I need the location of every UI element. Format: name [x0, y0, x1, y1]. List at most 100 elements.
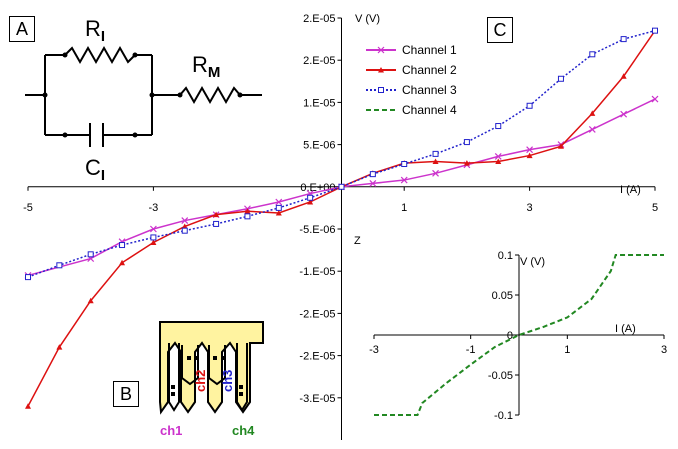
main-series-1-point [369, 179, 377, 187]
inset-axes: -3 -1 1 3 0.1 0.05 0 -0.05 -0.1 [369, 250, 667, 422]
main-y-tick-label: -3.E-05 [299, 393, 335, 405]
main-series-2-point [25, 403, 31, 409]
inset-x-tick-label: -1 [466, 344, 476, 356]
inset-series-group [374, 254, 664, 416]
panel-label-c: C [487, 17, 513, 43]
label-ci: CI [85, 155, 105, 184]
chip-label-ch1: ch1 [160, 423, 182, 438]
main-series-3-point [432, 150, 439, 157]
main-series-3-point [401, 161, 408, 168]
inset-x-tick-label: 3 [661, 344, 667, 356]
main-series-2-point [589, 110, 596, 116]
main-series-3-point [620, 36, 627, 43]
main-series-2-point [526, 152, 533, 159]
main-series-1-point [588, 125, 596, 133]
inset-x-tick-label: 1 [564, 344, 570, 356]
main-series-group [24, 27, 659, 409]
main-series-line-1 [27, 98, 656, 277]
y-axis-label: V (V) [355, 13, 380, 25]
main-y-tick-label: -2.E-05 [299, 351, 335, 363]
panel-label-b: B [113, 381, 139, 407]
main-series-1-point [149, 225, 157, 233]
main-series-2-point [150, 239, 157, 246]
main-series-1-point [400, 176, 408, 184]
legend-marker-3 [378, 87, 384, 93]
label-rm: RM [192, 52, 220, 81]
legend-label-3: Channel 3 [402, 83, 457, 97]
main-series-1-point [494, 152, 502, 160]
main-x-tick-label: -3 [149, 202, 159, 214]
inset-y-tick-label: 0 [507, 330, 513, 342]
main-series-1-point [275, 198, 283, 206]
main-y-tick-label: 2.E-05 [303, 55, 335, 67]
main-y-tick-label: -1.E-05 [299, 266, 335, 278]
main-series-3-point [369, 171, 376, 178]
z-label: Z [354, 235, 361, 247]
main-y-tick-label: 1.E-05 [303, 97, 335, 109]
legend-label-4: Channel 4 [402, 103, 457, 117]
main-series-2-point [213, 211, 220, 218]
main-series-2-point [307, 198, 314, 205]
main-series-3-point [526, 102, 533, 109]
main-series-3-point [244, 213, 251, 220]
main-series-2-point [275, 209, 282, 216]
main-x-tick-label: 5 [652, 202, 658, 214]
main-series-2-point [244, 208, 251, 214]
main-series-line-3 [27, 29, 656, 278]
main-series-3-point [495, 123, 502, 130]
chip-label-ch3: ch3 [220, 370, 235, 392]
main-series-3-point [119, 242, 126, 249]
chip-label-ch2: ch2 [193, 370, 208, 392]
main-series-3-point [557, 75, 564, 82]
main-series-3-point [307, 194, 314, 201]
main-y-tick-label: 5.E-06 [303, 140, 335, 152]
main-series-3-point [150, 234, 157, 241]
electrode-chip [159, 321, 264, 415]
circuit-wires [25, 54, 262, 136]
inset-chart: -3 -1 1 3 0.1 0.05 0 -0.05 -0.1 I (A) V (V) [369, 250, 667, 422]
inset-y-tick-label: -0.05 [488, 370, 513, 382]
main-series-2-point [463, 160, 470, 166]
main-series-1-point [651, 95, 659, 103]
panel-label-a: A [9, 16, 35, 42]
x-axis-label: I (A) [620, 184, 641, 196]
main-series-2-point [620, 73, 627, 79]
main-series-2-point [557, 143, 564, 149]
main-series-2-point [495, 158, 502, 164]
main-series-1-point [181, 217, 189, 224]
inset-y-tick-label: 0.05 [492, 290, 513, 302]
main-y-tick-label: -2.E-05 [299, 308, 335, 320]
main-axes: -5 -3 1 3 5 2.E-05 2.E-05 1.E-05 5.E-06 0.E+00 -5.… [23, 13, 658, 440]
label-ri: RI [85, 16, 105, 45]
main-x-tick-label: 1 [401, 202, 407, 214]
main-series-3-point [25, 274, 31, 281]
legend-marker-2 [378, 67, 384, 73]
main-series-2-point [181, 223, 188, 229]
inset-x-axis-label: I (A) [615, 323, 636, 335]
main-y-tick-label: 0.E+00 [300, 182, 335, 194]
resistor-ri [64, 45, 136, 65]
main-series-2-point [87, 297, 94, 304]
main-x-tick-label: 3 [527, 202, 533, 214]
circuit-diagram [25, 45, 262, 147]
inset-y-tick-label: 0.1 [498, 250, 513, 262]
main-y-tick-label: -5.E-06 [299, 224, 335, 236]
resistor-rm [179, 85, 241, 105]
main-series-3-point [87, 251, 94, 258]
legend-label-1: Channel 1 [402, 43, 457, 57]
inset-series-line-1 [374, 254, 664, 416]
main-series-3-point [463, 139, 470, 146]
legend: Channel 1 Channel 2 Channel 3 Channel 4 [366, 43, 457, 117]
legend-label-2: Channel 2 [402, 63, 457, 77]
main-series-3-point [181, 227, 188, 234]
main-series-1-point [432, 169, 439, 177]
main-series-2-point [119, 259, 126, 266]
main-series-2-point [56, 344, 63, 350]
main-series-3-point [56, 262, 63, 269]
inset-y-axis-label: V (V) [520, 256, 545, 268]
main-series-3-point [213, 220, 220, 227]
inset-y-tick-label: -0.1 [494, 410, 513, 422]
legend-marker-1 [377, 46, 385, 54]
main-y-tick-label: 2.E-05 [303, 13, 335, 25]
